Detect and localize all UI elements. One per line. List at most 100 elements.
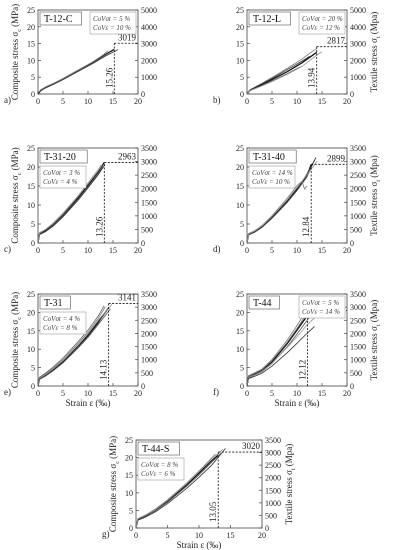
y2-tick-label: 1000 (350, 212, 366, 221)
series-line-4 (135, 448, 226, 529)
panel-tag: e) (4, 387, 11, 397)
legend-entry: CoVε = 12 % (302, 24, 340, 32)
legend-entry: CoVσt = 8 % (141, 461, 178, 469)
legend-entry: CoVσt = 5 % (93, 15, 130, 23)
y-tick-label: 0 (240, 239, 244, 248)
peak-label: 3020 (242, 441, 261, 451)
y-tick-label: 15 (236, 182, 244, 191)
strain-label: 14.13 (99, 359, 109, 380)
plot-area (246, 147, 348, 244)
y-tick-label: 10 (27, 345, 35, 354)
series-line-2 (135, 452, 222, 529)
legend-entry: CoVε = 4 % (43, 178, 78, 186)
x-axis-label: Strain ε (‰) (66, 398, 111, 408)
panel-t-44-s: 0 5 10 15 2005101520250500100015002000250030… (102, 436, 297, 550)
y-tick-label: 0 (31, 382, 35, 391)
legend-box (39, 311, 87, 335)
x-tick-label: 20 (134, 97, 142, 106)
y-tick-label: 10 (125, 489, 133, 498)
y2-tick-label: 500 (265, 511, 277, 520)
x-tick-label: 5 (61, 389, 65, 398)
series-line-4 (37, 309, 108, 387)
y-tick-label: 15 (125, 471, 133, 480)
panel-title-box (248, 11, 291, 26)
y2-tick-label: 3000 (265, 449, 281, 458)
y-tick-label: 0 (129, 524, 133, 533)
y-tick-label: 5 (240, 364, 244, 373)
y-tick-label: 0 (240, 90, 244, 99)
y2-tick-label: 1500 (350, 343, 366, 352)
x-tick-label: 10 (293, 246, 301, 255)
y-tick-label: 10 (27, 56, 35, 65)
y-tick-label: 20 (27, 23, 35, 32)
x-tick-label: 20 (343, 246, 351, 255)
y-tick-label: 25 (27, 6, 35, 15)
x-tick-label: 0 (36, 97, 40, 106)
x-tick-label: 0 (245, 389, 249, 398)
y2-tick-label: 2500 (141, 316, 157, 325)
x-tick-label: 20 (134, 246, 142, 255)
y2-tick-label: 1500 (350, 198, 366, 207)
panel-tag: a) (4, 95, 11, 105)
y2-tick-label: 1000 (350, 73, 366, 82)
series-line-4 (37, 164, 106, 244)
y2-tick-label: 2000 (141, 329, 157, 338)
series-line-6 (37, 305, 105, 387)
x-tick-label: 5 (61, 246, 65, 255)
legend-box (89, 11, 137, 35)
panel-tag: b) (213, 95, 221, 105)
legend-entry: CoVσt = 5 % (302, 299, 339, 307)
y2-tick-label: 1500 (141, 343, 157, 352)
legend-box (39, 165, 87, 189)
y-tick-label: 10 (236, 345, 244, 354)
panel-tag: g) (102, 529, 110, 539)
y-tick-label: 10 (27, 201, 35, 210)
plot-area (37, 147, 139, 244)
legend-entry: CoVσt = 14 % (252, 169, 293, 177)
left-axis-label: Composite stress σc (MPa) (10, 4, 23, 100)
y2-tick-label: 2500 (141, 171, 157, 180)
y2-tick-label: 5000 (350, 6, 366, 15)
y2-tick-label: 3500 (141, 290, 157, 299)
panel-title: T-12-L (253, 14, 281, 25)
y2-tick-label: 3000 (350, 40, 366, 49)
plot-area (37, 293, 139, 387)
y2-tick-label: 0 (141, 382, 145, 391)
y-tick-label: 15 (236, 40, 244, 49)
y-tick-label: 25 (236, 6, 244, 15)
y2-tick-label: 0 (350, 382, 354, 391)
legend-box (298, 295, 346, 319)
y-tick-label: 20 (27, 308, 35, 317)
y2-tick-label: 500 (350, 225, 362, 234)
strain-label: 12.12 (298, 360, 308, 380)
y2-tick-label: 3000 (350, 303, 366, 312)
y2-tick-label: 2000 (350, 185, 366, 194)
strain-label: 13.94 (307, 67, 317, 88)
y2-tick-label: 2500 (350, 316, 366, 325)
x-tick-label: 15 (318, 246, 326, 255)
x-tick-label: 10 (84, 246, 92, 255)
panel-title-box (39, 11, 82, 26)
series-line-1 (246, 314, 309, 387)
x-tick-label: 15 (109, 97, 117, 106)
series-line-5 (37, 164, 102, 244)
x-tick-label: 5 (166, 531, 170, 540)
x-tick-label: 5 (270, 389, 274, 398)
y2-tick-label: 3500 (350, 290, 366, 299)
panel-t-12-c: 0 5 10 15 2005101520250100020003000400050003… (4, 4, 157, 106)
x-tick-label: 20 (134, 389, 142, 398)
x-tick-label: 20 (343, 389, 351, 398)
panel-title: T-44 (253, 298, 272, 309)
y2-tick-label: 1500 (265, 486, 281, 495)
y-tick-label: 25 (27, 144, 35, 153)
panel-title-box (137, 441, 180, 456)
y2-tick-label: 3000 (141, 303, 157, 312)
y-tick-label: 0 (31, 90, 35, 99)
x-tick-label: 10 (84, 389, 92, 398)
left-axis-label: Composite stress σc (MPa) (108, 436, 121, 532)
panel-t-12-l: 0 5 10 15 2005101520250100020003000400050002… (213, 6, 382, 106)
y2-tick-label: 0 (350, 90, 354, 99)
y2-tick-label: 4000 (141, 23, 157, 32)
strain-label: 12.84 (301, 216, 311, 237)
